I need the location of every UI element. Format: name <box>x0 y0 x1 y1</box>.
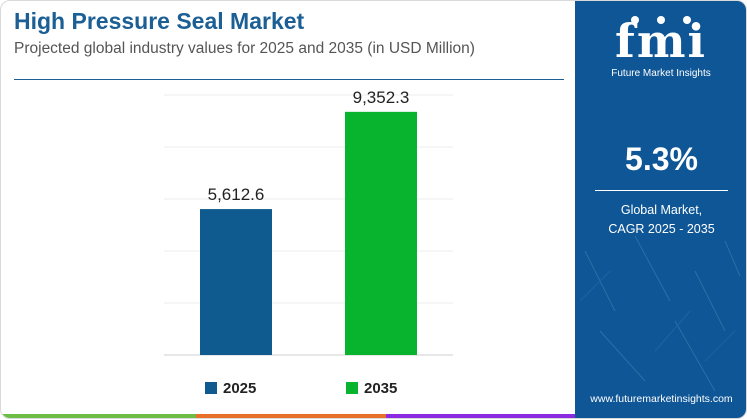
footer-strip-green <box>1 414 196 418</box>
logo-icons <box>631 16 691 24</box>
website-link[interactable]: www.futuremarketinsights.com <box>590 393 733 405</box>
title-divider <box>14 79 564 80</box>
logo-letters: fmi <box>615 14 707 68</box>
bars <box>200 111 417 355</box>
footer-strip-orange <box>196 414 386 418</box>
legend-item-2035: 2035 <box>346 378 397 398</box>
legend-swatch-2025 <box>205 382 217 394</box>
fmi-logo: fmi Future Market Insights <box>595 13 727 83</box>
data-label-2035: 9,352.3 <box>353 88 410 107</box>
side-panel: fmi Future Market Insights 5.3% Global M… <box>575 1 746 418</box>
cagr-label-line-2: CAGR 2025 - 2035 <box>608 222 715 236</box>
stat-divider <box>595 190 728 191</box>
footer-strip-purple <box>386 414 575 418</box>
bar-2035 <box>345 111 417 355</box>
panel-texture <box>579 235 741 392</box>
cagr-value: 5.3% <box>625 141 698 177</box>
legend-label-2035: 2035 <box>364 379 398 397</box>
data-labels: 5,612.6 9,352.3 <box>208 88 410 204</box>
cagr-label-line-1: Global Market, <box>620 203 703 217</box>
bar-2025 <box>200 209 272 355</box>
legend-swatch-2035 <box>346 382 358 394</box>
data-label-2025: 5,612.6 <box>208 185 265 204</box>
bar-chart: 5,612.6 9,352.3 <box>164 88 453 356</box>
legend-label-2025: 2025 <box>223 379 257 397</box>
logo-tagline: Future Market Insights <box>611 68 711 79</box>
legend-item-2025: 2025 <box>205 378 256 398</box>
chart-title: High Pressure Seal Market <box>14 8 305 34</box>
chart-subtitle: Projected global industry values for 202… <box>14 40 475 57</box>
